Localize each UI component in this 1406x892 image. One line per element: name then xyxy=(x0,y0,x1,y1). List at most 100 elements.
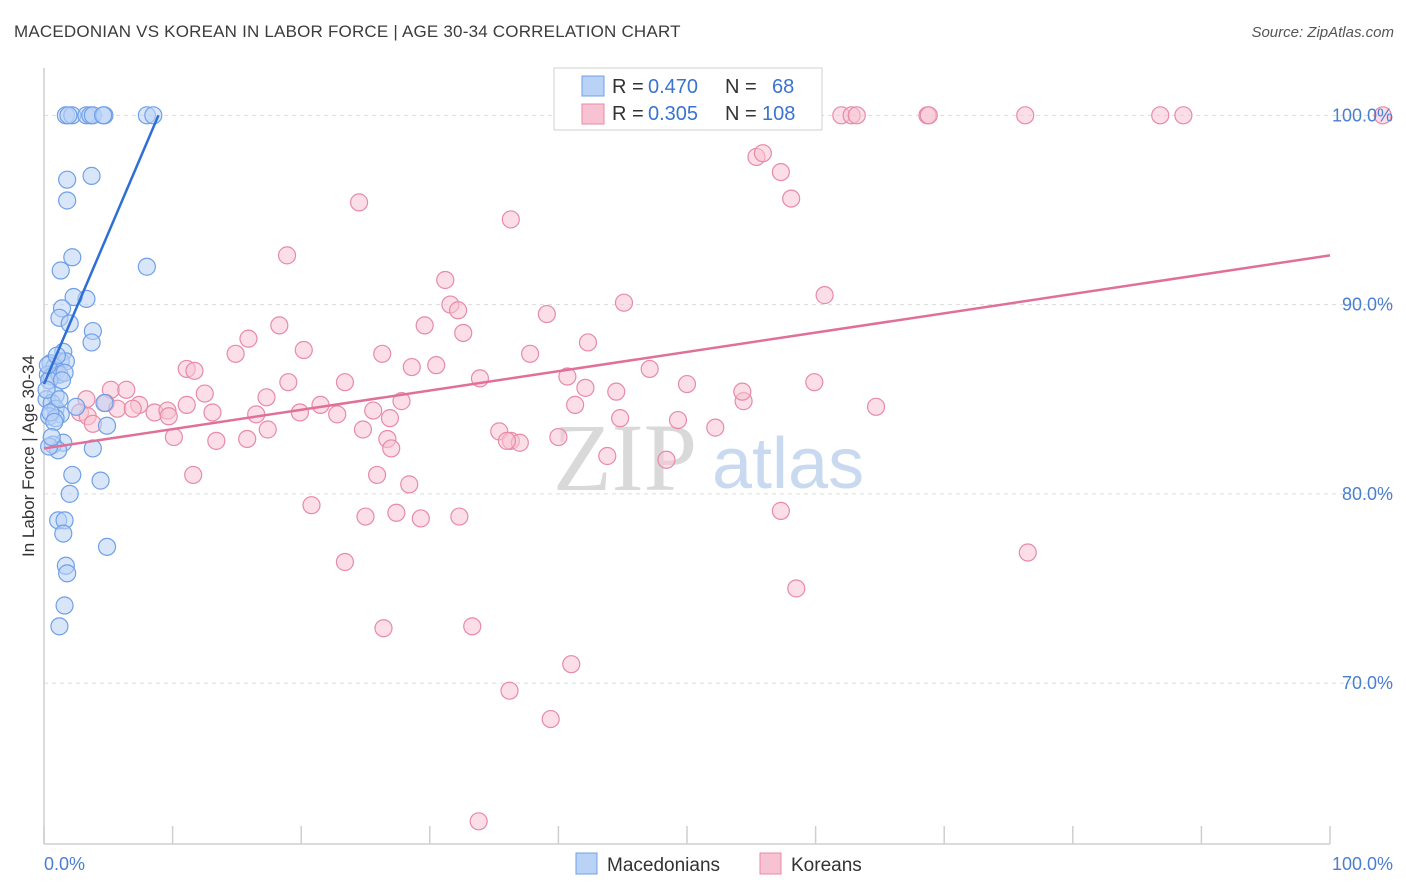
data-point xyxy=(279,373,298,392)
data-point xyxy=(207,431,226,450)
data-point xyxy=(847,106,866,125)
data-point xyxy=(537,304,556,324)
bottom-legend: Macedonians Koreans xyxy=(575,852,862,876)
bottom-legend-label-macedonians: Macedonians xyxy=(607,855,720,876)
y-axis-label: In Labor Force | Age 30-34 xyxy=(19,355,38,557)
data-point xyxy=(94,106,113,125)
data-point xyxy=(137,257,156,276)
data-point xyxy=(37,380,56,399)
data-point xyxy=(771,162,790,182)
data-point xyxy=(562,655,581,674)
data-point xyxy=(402,357,421,377)
data-point xyxy=(1018,543,1037,562)
legend-r-label-2: R = xyxy=(612,103,644,125)
data-point xyxy=(58,170,77,189)
data-point xyxy=(607,382,626,401)
data-point xyxy=(1016,106,1035,125)
data-point xyxy=(51,261,70,280)
data-point xyxy=(63,248,82,267)
legend-r-value-1: 0.470 xyxy=(648,76,698,98)
data-point xyxy=(598,446,617,466)
data-point xyxy=(549,427,568,447)
data-point xyxy=(335,373,355,392)
data-point xyxy=(611,409,630,428)
data-point xyxy=(657,450,676,469)
y-tick-label: 80.0% xyxy=(1342,484,1393,504)
data-point xyxy=(392,392,411,411)
data-point xyxy=(185,361,204,380)
data-point xyxy=(364,401,383,420)
data-point xyxy=(450,507,469,526)
data-point xyxy=(45,412,64,432)
data-point xyxy=(576,378,595,397)
macedonian-trend-line xyxy=(42,114,160,385)
data-point xyxy=(668,410,688,430)
data-point xyxy=(436,270,455,290)
data-point xyxy=(706,418,725,437)
legend-n-value-1: 68 xyxy=(772,76,794,98)
data-point xyxy=(328,405,347,424)
bottom-legend-label-koreans: Koreans xyxy=(791,855,862,876)
data-point xyxy=(640,359,659,379)
x-tick-label-min: 0.0% xyxy=(44,854,85,874)
data-point xyxy=(501,210,520,229)
data-point xyxy=(677,374,697,394)
korean-trend-line xyxy=(43,254,1331,450)
source-label: Source: ZipAtlas.com xyxy=(1251,24,1394,41)
bottom-legend-swatch-koreans xyxy=(759,852,782,875)
data-point xyxy=(427,356,446,375)
data-point xyxy=(55,596,74,615)
y-tick-label: 70.0% xyxy=(1342,673,1393,693)
y-tick-labels: 70.0% 80.0% 90.0% 100.0% xyxy=(1332,105,1393,693)
data-point xyxy=(95,393,114,413)
data-point xyxy=(387,503,406,522)
data-point xyxy=(374,619,393,638)
data-point xyxy=(448,301,468,320)
data-point xyxy=(239,329,258,348)
data-point xyxy=(42,427,61,447)
legend-swatch-koreans xyxy=(581,103,605,125)
legend-n-label-2: N = xyxy=(725,103,757,125)
data-point xyxy=(82,333,101,352)
legend-n-value-2: 108 xyxy=(762,103,795,125)
data-point xyxy=(500,681,519,700)
data-point xyxy=(270,316,289,335)
data-point xyxy=(63,465,82,485)
data-point xyxy=(290,403,310,422)
data-point xyxy=(349,193,369,212)
data-point xyxy=(782,189,801,208)
grid-lines xyxy=(44,114,1392,684)
x-tick-label-max: 100.0% xyxy=(1332,854,1393,874)
data-point xyxy=(380,409,400,428)
data-point xyxy=(733,382,752,401)
data-point xyxy=(67,397,86,416)
data-point xyxy=(521,344,540,363)
data-point xyxy=(58,191,77,210)
data-point xyxy=(919,106,938,125)
legend-swatch-macedonians xyxy=(581,75,605,97)
data-point xyxy=(497,431,517,450)
data-point xyxy=(614,293,634,312)
data-point xyxy=(753,144,772,163)
bottom-legend-swatch-macedonians xyxy=(575,852,598,875)
data-point xyxy=(277,246,297,265)
data-point xyxy=(258,420,277,439)
data-point xyxy=(815,286,834,305)
data-point xyxy=(382,439,401,458)
data-point xyxy=(50,390,69,409)
data-point xyxy=(97,537,117,556)
data-point xyxy=(415,316,434,335)
x-ticks xyxy=(43,826,1331,844)
data-point xyxy=(558,367,577,386)
data-point xyxy=(91,471,110,490)
legend-r-label-1: R = xyxy=(612,76,644,98)
data-point xyxy=(54,524,73,543)
data-point xyxy=(177,395,196,414)
data-point xyxy=(411,509,430,528)
data-point xyxy=(294,340,313,360)
data-point xyxy=(164,427,183,447)
data-point xyxy=(97,416,117,435)
data-point xyxy=(58,564,77,583)
data-point xyxy=(257,388,276,407)
